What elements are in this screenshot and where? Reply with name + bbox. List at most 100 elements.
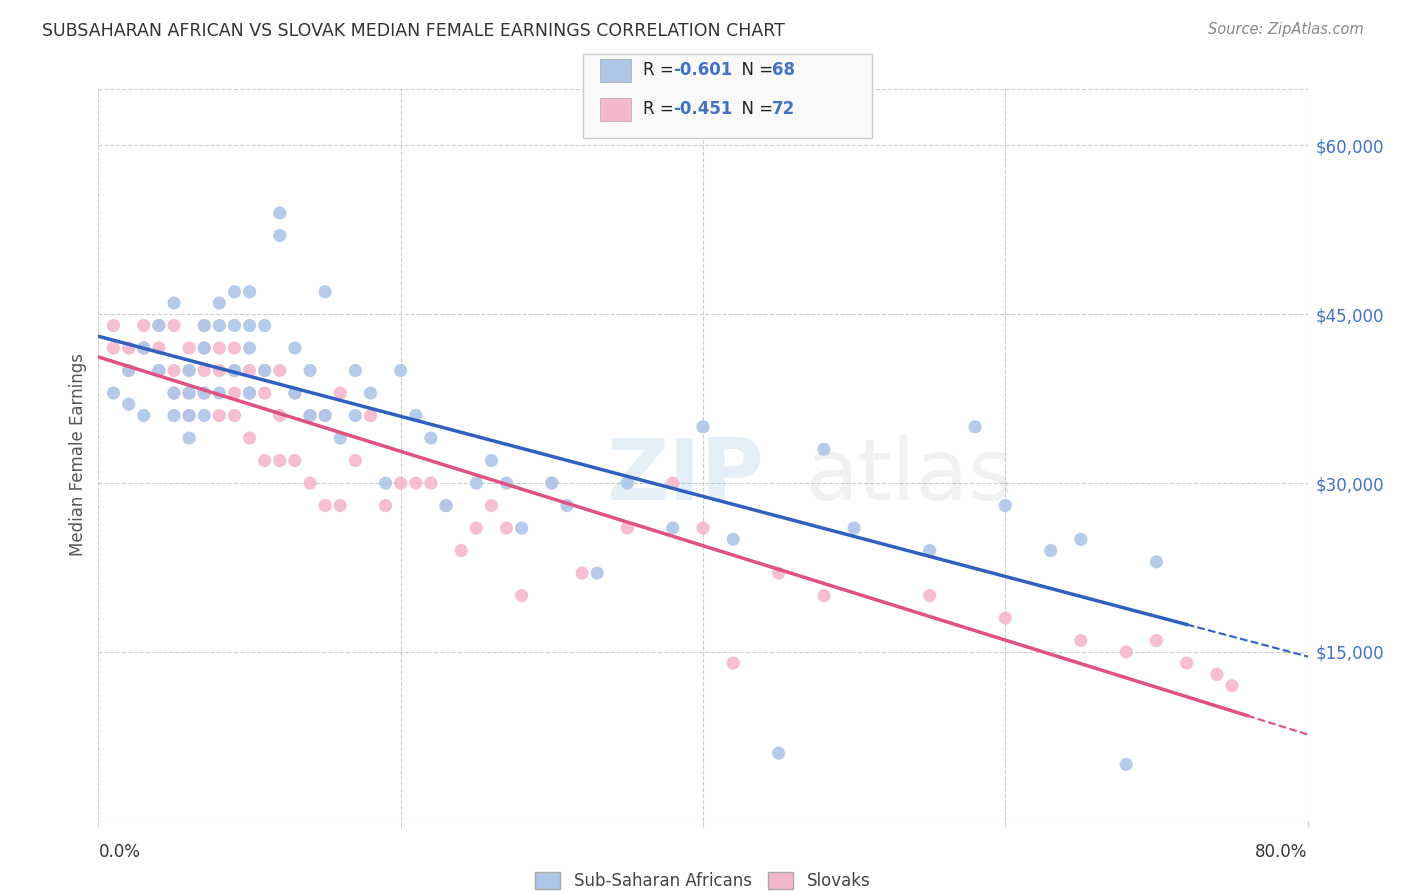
Point: [208, 296, 231, 310]
Y-axis label: Median Female Earnings: Median Female Earnings: [69, 353, 87, 557]
Point: [224, 363, 246, 377]
Point: [148, 363, 170, 377]
Point: [299, 476, 322, 491]
Point: [1175, 656, 1198, 670]
Text: 0.0%: 0.0%: [98, 843, 141, 861]
Point: [1220, 679, 1243, 693]
Point: [239, 341, 262, 355]
Point: [434, 499, 457, 513]
Point: [163, 386, 186, 401]
Point: [208, 341, 231, 355]
Point: [344, 409, 367, 423]
Point: [224, 363, 246, 377]
Point: [1144, 633, 1167, 648]
Point: [224, 285, 246, 299]
Point: [253, 453, 276, 467]
Point: [314, 499, 336, 513]
Point: [208, 363, 231, 377]
Point: [813, 589, 835, 603]
Point: [208, 386, 231, 401]
Point: [314, 409, 336, 423]
Point: [132, 341, 155, 355]
Point: [374, 499, 396, 513]
Point: [510, 589, 533, 603]
Point: [329, 431, 352, 445]
Text: N =: N =: [731, 100, 779, 118]
Point: [253, 363, 276, 377]
Text: SUBSAHARAN AFRICAN VS SLOVAK MEDIAN FEMALE EARNINGS CORRELATION CHART: SUBSAHARAN AFRICAN VS SLOVAK MEDIAN FEMA…: [42, 22, 785, 40]
Point: [344, 453, 367, 467]
Point: [723, 656, 745, 670]
Point: [118, 397, 141, 411]
Point: [405, 409, 427, 423]
Point: [299, 363, 322, 377]
Point: [224, 409, 246, 423]
Point: [179, 363, 201, 377]
Point: [314, 409, 336, 423]
Point: [269, 363, 291, 377]
Legend: Sub-Saharan Africans, Slovaks: Sub-Saharan Africans, Slovaks: [529, 865, 877, 892]
Point: [208, 318, 231, 333]
Point: [616, 476, 638, 491]
Point: [768, 746, 790, 760]
Point: [692, 419, 714, 434]
Point: [179, 386, 201, 401]
Text: R =: R =: [643, 100, 679, 118]
Point: [179, 363, 201, 377]
Point: [344, 363, 367, 377]
Point: [179, 409, 201, 423]
Point: [389, 363, 412, 377]
Point: [193, 386, 215, 401]
Point: [132, 341, 155, 355]
Point: [179, 386, 201, 401]
Point: [239, 285, 262, 299]
Point: [193, 318, 215, 333]
Text: 68: 68: [772, 61, 794, 78]
Point: [329, 499, 352, 513]
Point: [163, 386, 186, 401]
Point: [555, 499, 578, 513]
Point: [965, 419, 987, 434]
Text: Source: ZipAtlas.com: Source: ZipAtlas.com: [1208, 22, 1364, 37]
Point: [163, 296, 186, 310]
Text: 80.0%: 80.0%: [1256, 843, 1308, 861]
Point: [1070, 633, 1092, 648]
Point: [193, 341, 215, 355]
Point: [239, 386, 262, 401]
Point: [662, 476, 685, 491]
Point: [723, 533, 745, 547]
Point: [253, 363, 276, 377]
Text: 72: 72: [772, 100, 796, 118]
Point: [118, 363, 141, 377]
Point: [495, 476, 517, 491]
Point: [269, 453, 291, 467]
Point: [239, 318, 262, 333]
Point: [1115, 757, 1137, 772]
Point: [540, 476, 562, 491]
Point: [269, 228, 291, 243]
Point: [253, 318, 276, 333]
Point: [193, 341, 215, 355]
Point: [481, 453, 503, 467]
Point: [434, 499, 457, 513]
Point: [571, 566, 593, 580]
Point: [299, 409, 322, 423]
Point: [253, 386, 276, 401]
Point: [103, 341, 125, 355]
Point: [481, 499, 503, 513]
Point: [239, 431, 262, 445]
Point: [420, 431, 443, 445]
Text: R =: R =: [643, 61, 679, 78]
Point: [586, 566, 609, 580]
Point: [420, 476, 443, 491]
Point: [994, 611, 1017, 625]
Point: [193, 409, 215, 423]
Point: [193, 386, 215, 401]
Point: [284, 386, 307, 401]
Point: [314, 285, 336, 299]
Point: [179, 409, 201, 423]
Point: [163, 318, 186, 333]
Point: [148, 341, 170, 355]
Point: [239, 386, 262, 401]
Text: atlas: atlas: [806, 435, 1014, 518]
